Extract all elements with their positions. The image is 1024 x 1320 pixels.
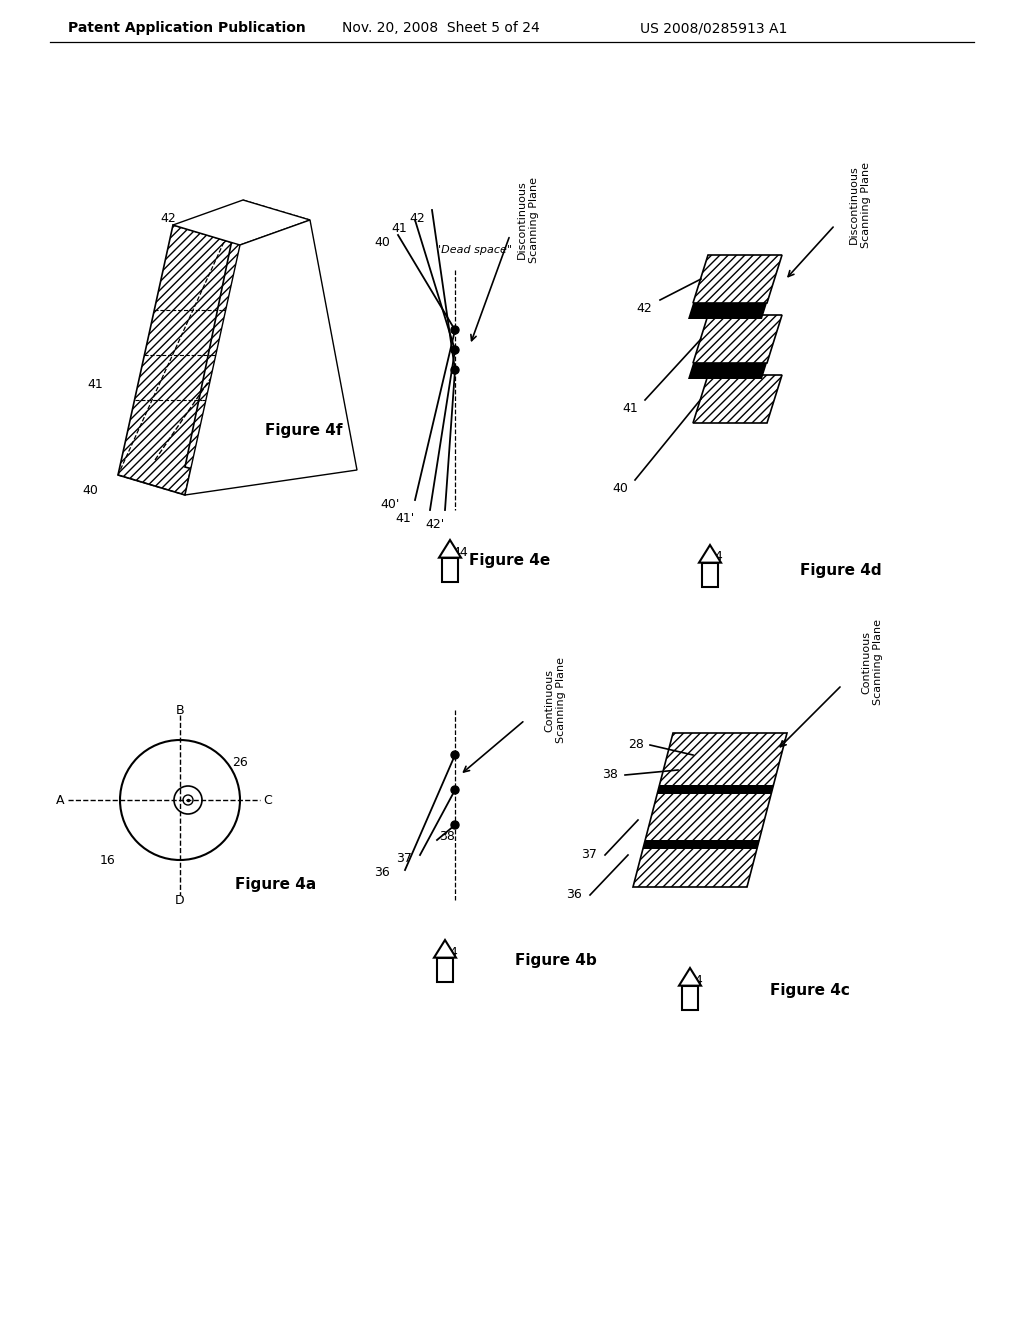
Text: Patent Application Publication: Patent Application Publication xyxy=(68,21,306,36)
Text: A: A xyxy=(55,793,65,807)
Text: 40: 40 xyxy=(374,235,390,248)
Text: 38: 38 xyxy=(439,830,455,843)
Polygon shape xyxy=(441,557,459,582)
Text: Nov. 20, 2008  Sheet 5 of 24: Nov. 20, 2008 Sheet 5 of 24 xyxy=(342,21,540,36)
Text: 28: 28 xyxy=(628,738,644,751)
Text: 41: 41 xyxy=(391,222,407,235)
Polygon shape xyxy=(693,375,782,422)
Polygon shape xyxy=(633,733,787,887)
Circle shape xyxy=(451,785,459,795)
Text: Figure 4d: Figure 4d xyxy=(800,562,882,578)
Polygon shape xyxy=(643,840,760,849)
Polygon shape xyxy=(657,785,773,795)
Text: C: C xyxy=(263,793,272,807)
Text: 44: 44 xyxy=(708,550,723,564)
Circle shape xyxy=(451,366,459,374)
Polygon shape xyxy=(185,235,280,480)
Text: "Dead space": "Dead space" xyxy=(436,246,512,255)
Text: 42': 42' xyxy=(426,519,445,532)
Circle shape xyxy=(451,346,459,354)
Text: Continuous
Scanning Plane: Continuous Scanning Plane xyxy=(861,619,883,705)
Polygon shape xyxy=(688,304,767,319)
Text: 44: 44 xyxy=(453,546,468,560)
Text: 37: 37 xyxy=(396,851,412,865)
Text: Figure 4b: Figure 4b xyxy=(515,953,597,968)
Text: 26: 26 xyxy=(232,755,248,768)
Polygon shape xyxy=(679,968,701,986)
Polygon shape xyxy=(118,224,240,495)
Text: 42: 42 xyxy=(410,211,425,224)
Text: B: B xyxy=(176,704,184,717)
Polygon shape xyxy=(688,363,767,379)
Text: US 2008/0285913 A1: US 2008/0285913 A1 xyxy=(640,21,787,36)
Text: Figure 4c: Figure 4c xyxy=(770,982,850,998)
Text: 44: 44 xyxy=(687,974,702,986)
Text: 44: 44 xyxy=(442,946,458,960)
Text: 41': 41' xyxy=(395,511,415,524)
Polygon shape xyxy=(693,255,782,304)
Text: 41: 41 xyxy=(623,401,638,414)
Text: 36: 36 xyxy=(374,866,390,879)
Polygon shape xyxy=(699,545,721,562)
Polygon shape xyxy=(701,562,719,587)
Text: 38: 38 xyxy=(602,768,618,781)
Polygon shape xyxy=(682,986,698,1010)
Text: Discontinuous
Scanning Plane: Discontinuous Scanning Plane xyxy=(849,162,870,248)
Text: Figure 4a: Figure 4a xyxy=(234,878,316,892)
Text: Figure 4e: Figure 4e xyxy=(469,553,551,568)
Circle shape xyxy=(451,326,459,334)
Text: 37: 37 xyxy=(582,849,597,862)
Circle shape xyxy=(451,821,459,829)
Text: Figure 4f: Figure 4f xyxy=(265,422,342,437)
Text: D: D xyxy=(175,894,184,907)
Text: 16: 16 xyxy=(100,854,116,866)
Text: 40: 40 xyxy=(82,483,98,496)
Text: 42: 42 xyxy=(636,301,652,314)
Text: 40': 40' xyxy=(381,499,400,511)
Text: Continuous
Scanning Plane: Continuous Scanning Plane xyxy=(544,657,566,743)
Polygon shape xyxy=(436,957,454,982)
Text: 36: 36 xyxy=(566,888,582,902)
Polygon shape xyxy=(693,315,782,363)
Polygon shape xyxy=(434,940,456,957)
Text: 41: 41 xyxy=(87,379,102,392)
Text: 42: 42 xyxy=(160,211,176,224)
Polygon shape xyxy=(173,201,310,246)
Text: Discontinuous
Scanning Plane: Discontinuous Scanning Plane xyxy=(517,177,539,263)
Text: 40: 40 xyxy=(612,482,628,495)
Circle shape xyxy=(451,751,459,759)
Polygon shape xyxy=(439,540,461,557)
Polygon shape xyxy=(185,220,357,495)
